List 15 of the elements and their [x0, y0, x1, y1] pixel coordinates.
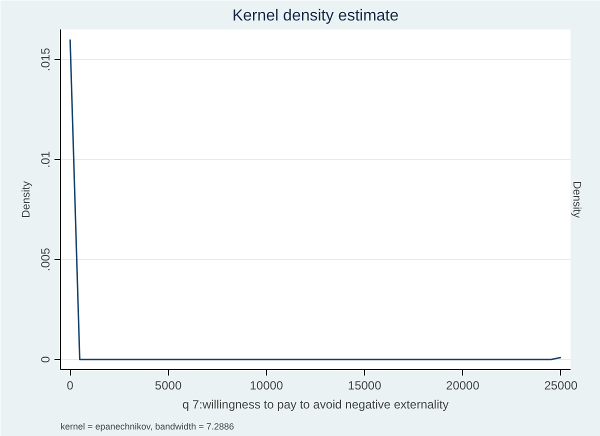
y-tick-label: .015	[38, 47, 52, 72]
y-tick-label: 0	[38, 356, 52, 363]
x-tick-label: 0	[66, 378, 74, 392]
x-tick-label: 20000	[446, 378, 480, 392]
x-axis-title: q 7:willingness to pay to avoid negative externality	[182, 398, 449, 412]
y-tick-label: .005	[38, 247, 52, 272]
x-tick-label: 25000	[544, 378, 578, 392]
x-tick-label: 10000	[250, 378, 284, 392]
y-axis-title: Density	[20, 180, 32, 218]
chart-title: Kernel density estimate	[232, 8, 399, 24]
y-tick-label: .01	[38, 150, 52, 168]
x-tick-label: 15000	[348, 378, 382, 392]
y2-axis-title: Density	[570, 181, 582, 218]
text: kernel = epanechnikov, bandwidth = 7.2886	[60, 422, 234, 432]
x-tick-label: 5000	[154, 378, 182, 392]
